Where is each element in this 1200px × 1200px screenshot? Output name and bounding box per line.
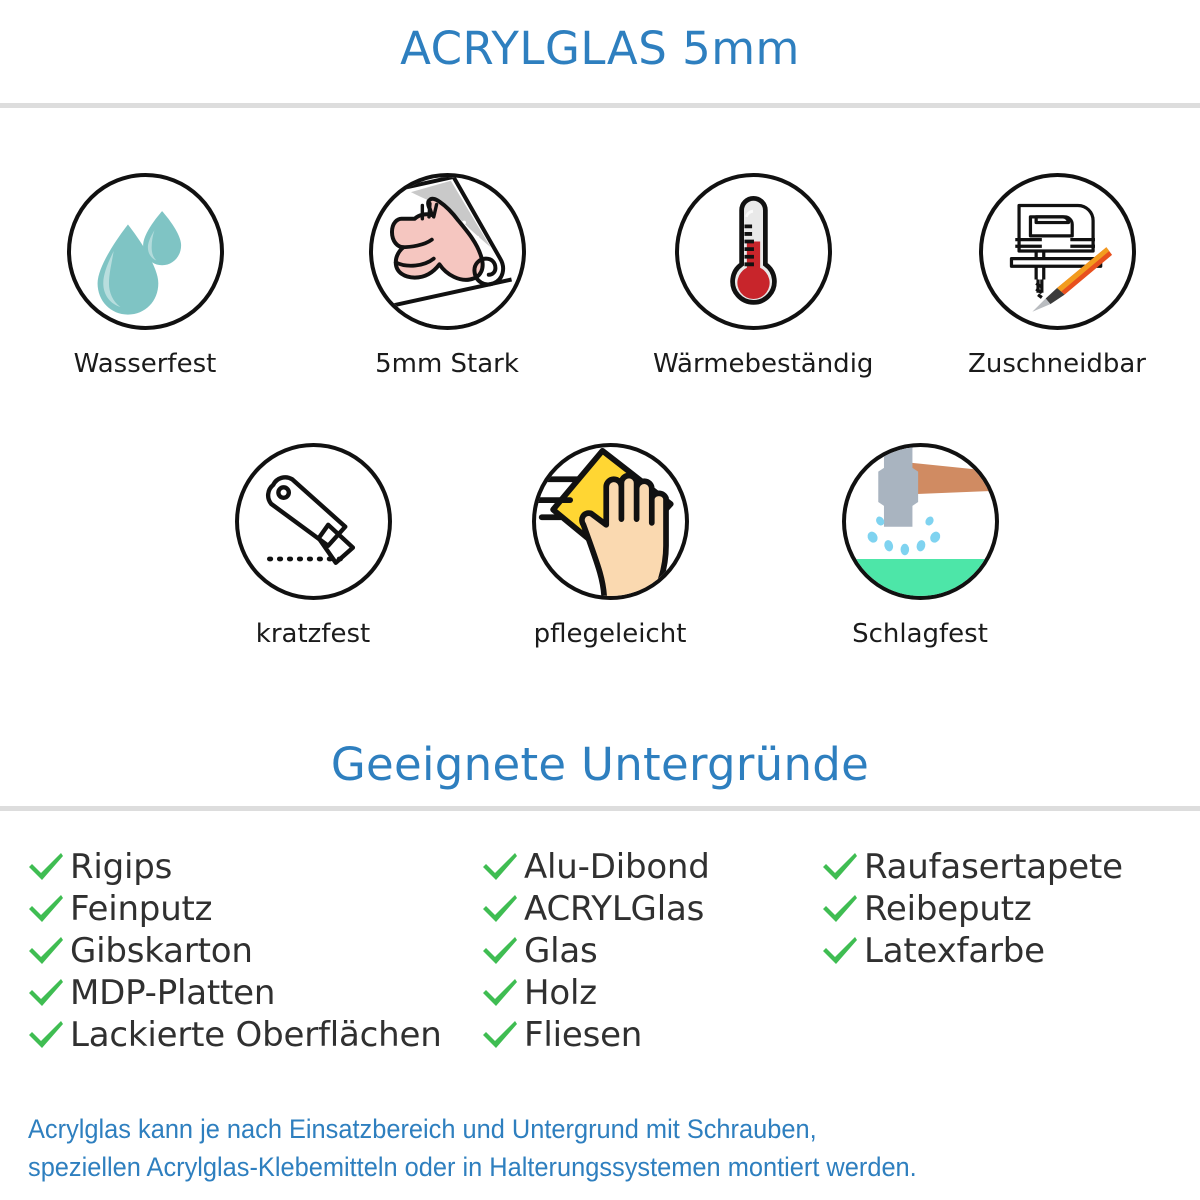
check-icon	[820, 851, 864, 883]
divider-top	[0, 103, 1200, 108]
divider-middle	[0, 806, 1200, 811]
list-item: Lackierte Oberflächen	[26, 1014, 470, 1056]
check-icon	[26, 851, 70, 883]
feature-label: Wasserfest	[73, 349, 217, 379]
list-item-label: Holz	[524, 973, 597, 1013]
feature-label: kratzfest	[255, 619, 371, 649]
substrate-column-3: Raufasertapete Reibeputz Latexfarbe	[810, 846, 1200, 1056]
list-item: ACRYLGlas	[480, 888, 810, 930]
feature-pflegeleicht: pflegeleicht	[510, 443, 710, 649]
list-item: Feinputz	[26, 888, 470, 930]
check-icon	[480, 851, 524, 883]
check-icon	[480, 893, 524, 925]
check-icon	[480, 935, 524, 967]
mounting-note-line1: Acrylglas kann je nach Einsatzbereich un…	[28, 1114, 817, 1144]
list-item-label: Raufasertapete	[864, 847, 1123, 887]
feature-schlagfest: Schlagfest	[820, 443, 1020, 649]
list-item-label: ACRYLGlas	[524, 889, 705, 929]
knife-scratch-icon	[234, 443, 392, 600]
flexing-arm-icon	[368, 173, 526, 330]
list-item-label: Alu-Dibond	[524, 847, 710, 887]
list-item: Fliesen	[480, 1014, 810, 1056]
list-item-label: Latexfarbe	[864, 931, 1045, 971]
feature-waermebestaendig: Wärmebeständig	[653, 173, 874, 379]
feature-zuschneidbar: Zuschneidbar	[957, 173, 1157, 379]
list-item-label: Fliesen	[524, 1015, 643, 1055]
check-icon	[26, 977, 70, 1009]
mounting-note-line2: speziellen Acrylglas-Klebemitteln oder i…	[28, 1152, 917, 1182]
feature-label: 5mm Stark	[375, 349, 519, 379]
check-icon	[26, 893, 70, 925]
feature-label: Zuschneidbar	[968, 349, 1146, 379]
feature-label: Wärmebeständig	[653, 349, 874, 379]
check-icon	[26, 1019, 70, 1051]
list-item-label: Glas	[524, 931, 598, 971]
feature-kratzfest: kratzfest	[213, 443, 413, 649]
list-item: Holz	[480, 972, 810, 1014]
feature-label: Schlagfest	[852, 619, 988, 649]
list-item: Rigips	[26, 846, 470, 888]
list-item: Latexfarbe	[820, 930, 1200, 972]
list-item: Reibeputz	[820, 888, 1200, 930]
check-icon	[480, 1019, 524, 1051]
list-item-label: Gibskarton	[70, 931, 253, 971]
list-item: MDP-Platten	[26, 972, 470, 1014]
list-item: Glas	[480, 930, 810, 972]
jigsaw-cutter-icon	[978, 173, 1136, 330]
feature-5mm-stark: 5mm Stark	[347, 173, 547, 379]
check-icon	[26, 935, 70, 967]
check-icon	[480, 977, 524, 1009]
thermometer-icon	[674, 173, 832, 330]
list-item: Alu-Dibond	[480, 846, 810, 888]
substrate-column-1: Rigips Feinputz Gibskarton MDP-Platten	[0, 846, 470, 1056]
substrates-checklist: Rigips Feinputz Gibskarton MDP-Platten	[0, 846, 1200, 1056]
mounting-note: Acrylglas kann je nach Einsatzbereich un…	[28, 1110, 1118, 1186]
list-item: Raufasertapete	[820, 846, 1200, 888]
list-item-label: Rigips	[70, 847, 173, 887]
substrate-column-2: Alu-Dibond ACRYLGlas Glas Holz	[470, 846, 810, 1056]
substrates-title: Geeignete Untergründe	[330, 738, 870, 791]
list-item-label: Feinputz	[70, 889, 213, 929]
list-item-label: MDP-Platten	[70, 973, 276, 1013]
list-item: Gibskarton	[26, 930, 470, 972]
page-title: ACRYLGLAS 5mm	[400, 22, 800, 75]
feature-wasserfest: Wasserfest	[45, 173, 245, 379]
list-item-label: Lackierte Oberflächen	[70, 1015, 442, 1055]
check-icon	[820, 893, 864, 925]
hammer-impact-icon	[841, 443, 999, 600]
check-icon	[820, 935, 864, 967]
hand-wiping-cloth-icon	[531, 443, 689, 600]
water-drops-icon	[66, 173, 224, 330]
list-item-label: Reibeputz	[864, 889, 1032, 929]
feature-label: pflegeleicht	[533, 619, 687, 649]
